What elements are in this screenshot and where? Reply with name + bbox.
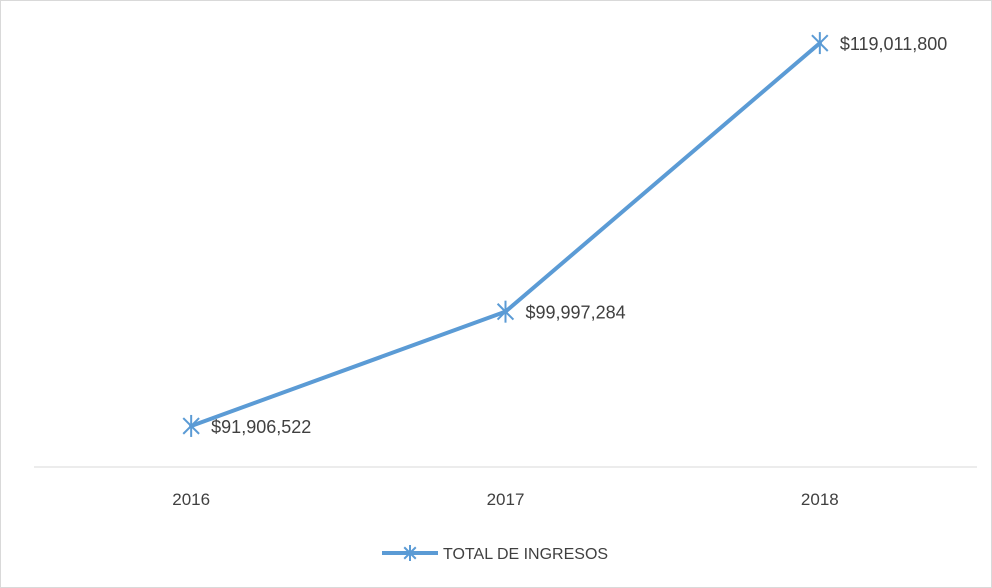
legend-marker-shape [403,545,417,561]
data-point-marker [811,32,829,55]
data-point-marker [182,414,200,437]
data-point-marker [496,300,515,323]
x-axis-ticks: 2016 2017 2018 [172,490,838,509]
legend: TOTAL DE INGRESOS [382,545,608,563]
x-tick-label: 2017 [487,490,525,509]
data-label: $91,906,522 [211,417,311,437]
x-tick-label: 2016 [172,490,210,509]
data-label: $99,997,284 [526,303,626,323]
legend-marker-icon [403,545,417,561]
legend-label: TOTAL DE INGRESOS [443,546,608,563]
x-tick-label: 2018 [801,490,839,509]
series-layer: $91,906,522 $99,997,284 $119,011,800 [182,32,947,437]
data-label: $119,011,800 [840,34,947,54]
